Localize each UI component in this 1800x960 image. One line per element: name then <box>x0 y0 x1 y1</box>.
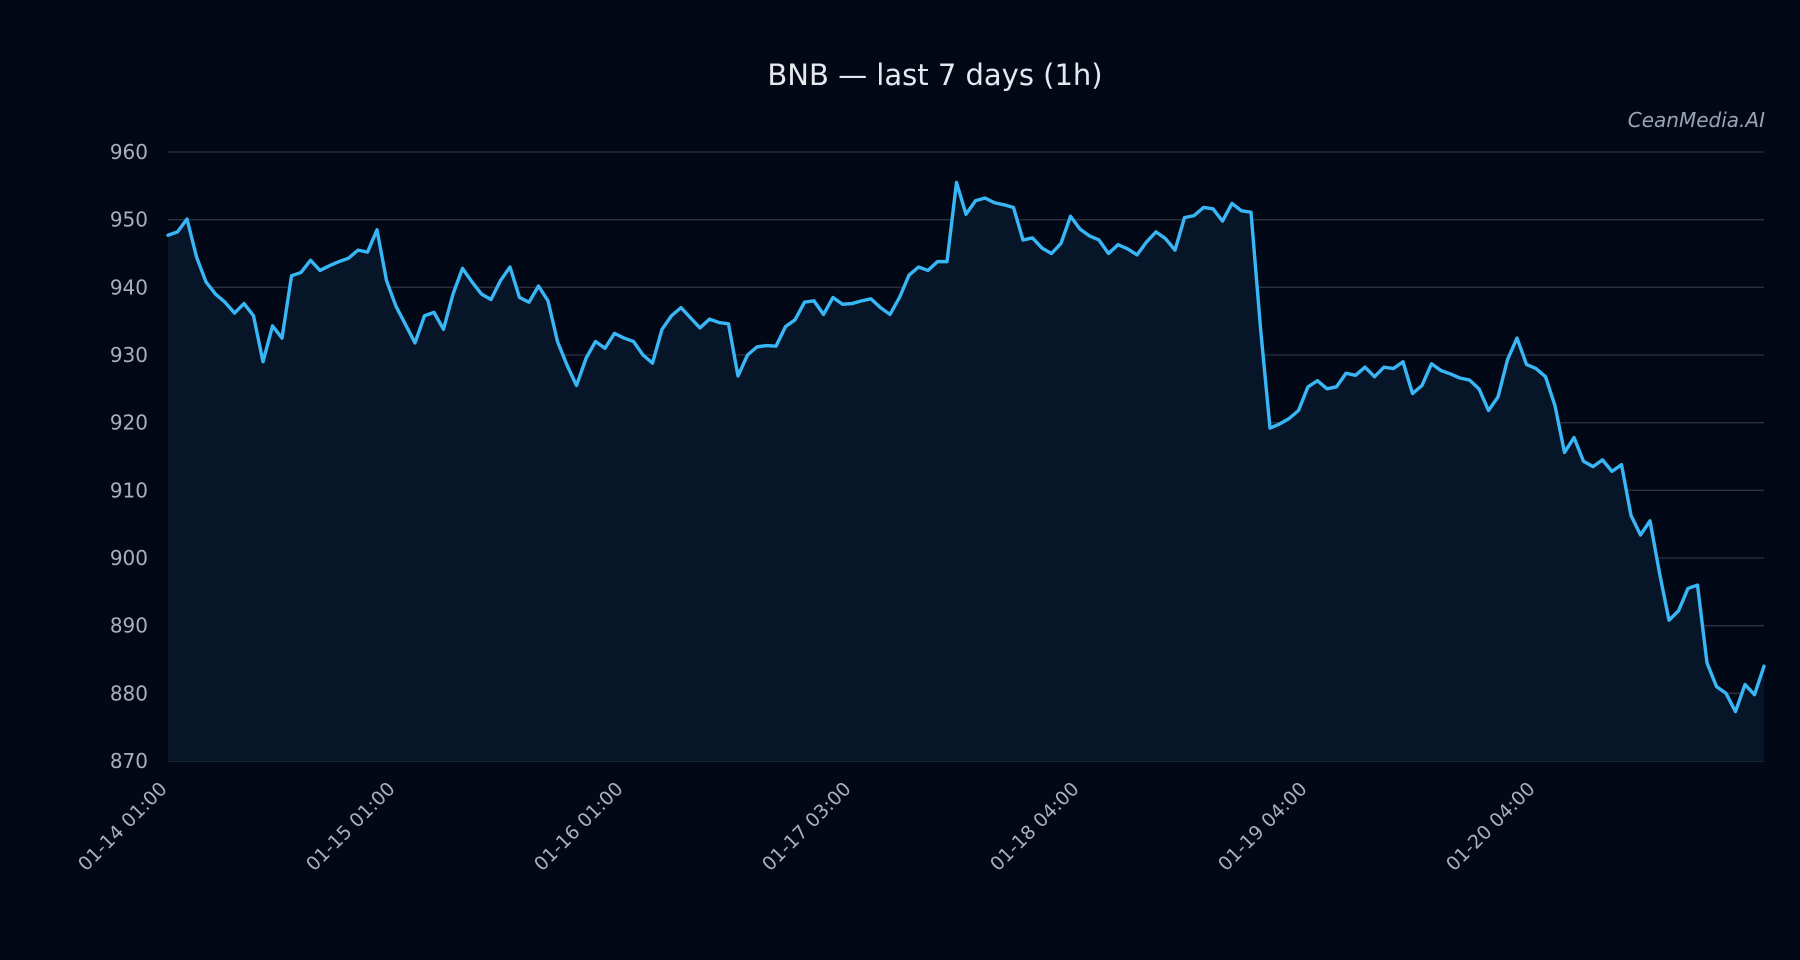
y-tick-label-940: 940 <box>110 275 148 299</box>
y-tick-label-950: 950 <box>110 208 148 232</box>
x-tick-label-0: 01-14 01:00 <box>74 778 172 876</box>
y-tick-label-900: 900 <box>110 546 148 570</box>
watermark-text: CeanMedia.AI <box>1628 108 1765 132</box>
x-tick-label-5: 01-19 04:00 <box>1214 778 1312 876</box>
y-tick-label-890: 890 <box>110 614 148 638</box>
x-axis-ticks: 01-14 01:00 01-15 01:00 01-16 01:00 01-17 0… <box>74 778 1540 876</box>
x-tick-label-3: 01-17 03:00 <box>758 778 856 876</box>
x-tick-label-2: 01-16 01:00 <box>530 778 628 876</box>
series-area-fill <box>168 182 1764 761</box>
y-tick-label-910: 910 <box>110 478 148 502</box>
x-tick-label-4: 01-18 04:00 <box>986 778 1084 876</box>
series-layer <box>166 180 1766 761</box>
y-axis-ticks: 870 880 890 900 910 920 930 940 950 960 <box>110 140 148 773</box>
y-tick-label-920: 920 <box>110 411 148 435</box>
x-tick-label-1: 01-15 01:00 <box>302 778 400 876</box>
series-line <box>166 180 1766 714</box>
chart-title: BNB — last 7 days (1h) <box>767 58 1102 92</box>
y-tick-label-880: 880 <box>110 681 148 705</box>
x-tick-label-6: 01-20 04:00 <box>1442 778 1540 876</box>
y-tick-label-870: 870 <box>110 749 148 773</box>
y-tick-label-960: 960 <box>110 140 148 164</box>
y-tick-label-930: 930 <box>110 343 148 367</box>
